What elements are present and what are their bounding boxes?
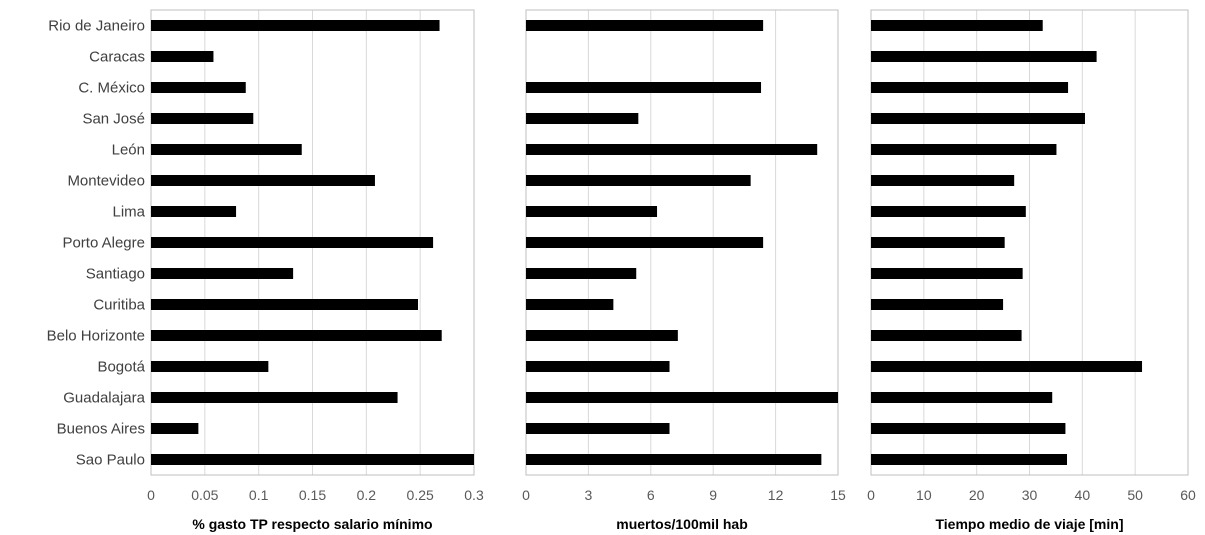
- x-axis-title: % gasto TP respecto salario mínimo: [192, 516, 432, 532]
- x-tick-label: 9: [709, 487, 717, 503]
- bar-1-8: [151, 237, 434, 248]
- bar-2-7: [526, 206, 658, 217]
- bar-2-4: [526, 113, 639, 124]
- category-label: Caracas: [89, 49, 145, 66]
- bar-2-3: [526, 82, 762, 93]
- x-tick-label: 3: [585, 487, 593, 503]
- x-tick-label: 0.25: [407, 487, 434, 503]
- bar-3-14: [871, 423, 1066, 434]
- bar-3-6: [871, 175, 1015, 186]
- bar-3-5: [871, 144, 1057, 155]
- category-label: Porto Alegre: [62, 235, 145, 252]
- bar-2-9: [526, 268, 637, 279]
- x-tick-label: 10: [916, 487, 932, 503]
- bar-3-3: [871, 82, 1069, 93]
- category-label: C. México: [78, 80, 145, 97]
- bar-1-10: [151, 299, 419, 310]
- x-tick-label: 0.3: [464, 487, 484, 503]
- bar-2-8: [526, 237, 764, 248]
- x-tick-label: 15: [830, 487, 846, 503]
- category-label: Bogotá: [97, 359, 145, 376]
- bar-1-7: [151, 206, 237, 217]
- category-label: Curitiba: [93, 297, 145, 314]
- bar-3-8: [871, 237, 1005, 248]
- bar-3-7: [871, 206, 1026, 217]
- bar-3-11: [871, 330, 1022, 341]
- category-label: Guadalajara: [63, 390, 145, 407]
- bar-3-1: [871, 20, 1043, 31]
- x-tick-label: 40: [1075, 487, 1091, 503]
- x-tick-label: 0: [867, 487, 875, 503]
- bar-2-15: [526, 454, 822, 465]
- category-label: Belo Horizonte: [47, 328, 145, 345]
- bar-2-12: [526, 361, 670, 372]
- x-tick-label: 6: [647, 487, 655, 503]
- bar-3-12: [871, 361, 1143, 372]
- x-tick-label: 30: [1022, 487, 1038, 503]
- bar-3-15: [871, 454, 1068, 465]
- bar-1-3: [151, 82, 246, 93]
- bar-3-9: [871, 268, 1023, 279]
- bar-2-5: [526, 144, 818, 155]
- x-tick-label: 60: [1180, 487, 1196, 503]
- bar-1-13: [151, 392, 398, 403]
- bar-1-15: [151, 454, 474, 465]
- x-tick-label: 0: [522, 487, 530, 503]
- bar-1-12: [151, 361, 269, 372]
- x-tick-label: 0.05: [191, 487, 218, 503]
- x-axis-title: Tiempo medio de viaje [min]: [935, 516, 1123, 532]
- category-label: San José: [82, 111, 145, 128]
- category-label: Sao Paulo: [76, 452, 145, 469]
- bar-3-2: [871, 51, 1097, 62]
- category-label: Buenos Aires: [57, 421, 145, 438]
- x-tick-label: 12: [768, 487, 784, 503]
- x-tick-label: 0.2: [357, 487, 377, 503]
- bar-1-6: [151, 175, 375, 186]
- category-label: Rio de Janeiro: [48, 18, 145, 35]
- bar-1-2: [151, 51, 214, 62]
- x-tick-label: 0.1: [249, 487, 269, 503]
- x-tick-label: 50: [1127, 487, 1143, 503]
- bar-3-13: [871, 392, 1053, 403]
- bar-2-13: [526, 392, 838, 403]
- x-tick-label: 0: [147, 487, 155, 503]
- bar-2-1: [526, 20, 764, 31]
- bar-1-9: [151, 268, 294, 279]
- bar-2-11: [526, 330, 678, 341]
- x-tick-label: 0.15: [299, 487, 326, 503]
- bar-1-14: [151, 423, 199, 434]
- category-label: Santiago: [86, 266, 145, 283]
- category-label: Lima: [112, 204, 145, 221]
- bar-3-4: [871, 113, 1085, 124]
- bar-3-10: [871, 299, 1004, 310]
- bar-2-10: [526, 299, 614, 310]
- bar-2-6: [526, 175, 751, 186]
- category-label: Montevideo: [67, 173, 145, 190]
- x-axis-title: muertos/100mil hab: [616, 516, 748, 532]
- bar-1-4: [151, 113, 254, 124]
- x-tick-label: 20: [969, 487, 985, 503]
- bar-2-14: [526, 423, 670, 434]
- bar-1-11: [151, 330, 442, 341]
- bar-1-5: [151, 144, 302, 155]
- bar-1-1: [151, 20, 440, 31]
- category-label: León: [112, 142, 145, 159]
